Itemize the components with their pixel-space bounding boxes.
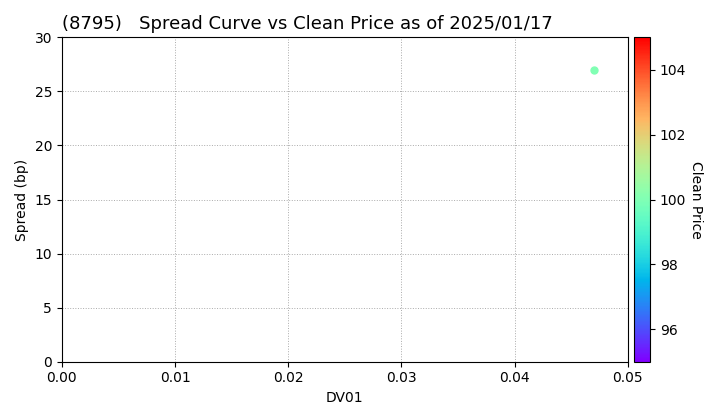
Y-axis label: Clean Price: Clean Price: [689, 161, 703, 239]
Y-axis label: Spread (bp): Spread (bp): [15, 158, 29, 241]
X-axis label: DV01: DV01: [326, 391, 364, 405]
Text: (8795)   Spread Curve vs Clean Price as of 2025/01/17: (8795) Spread Curve vs Clean Price as of…: [62, 15, 553, 33]
Point: [588, 66, 600, 73]
